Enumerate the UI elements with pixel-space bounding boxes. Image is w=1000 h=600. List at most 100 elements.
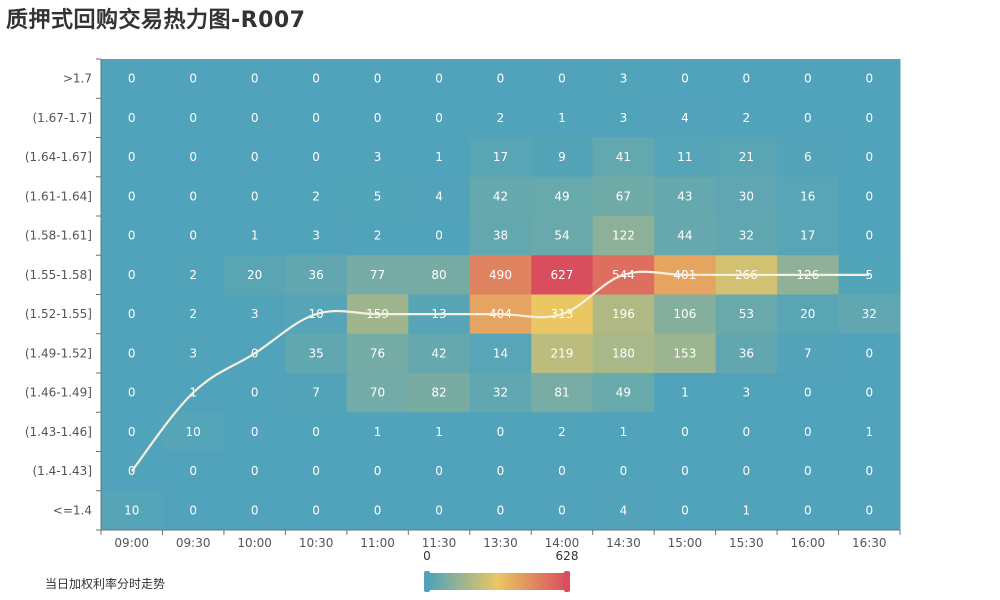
heatmap-cell[interactable] (715, 490, 778, 531)
heatmap-cell[interactable] (162, 451, 225, 492)
heatmap-cell[interactable] (346, 98, 409, 138)
heatmap-cell[interactable] (715, 176, 778, 217)
heatmap-cell[interactable] (838, 490, 901, 531)
heatmap-cell[interactable] (654, 333, 717, 374)
heatmap-cell[interactable] (715, 59, 778, 99)
heatmap-cell[interactable] (162, 98, 225, 138)
heatmap-cell[interactable] (285, 373, 348, 413)
heatmap-cell[interactable] (592, 294, 655, 335)
heatmap-cell[interactable] (592, 412, 655, 452)
heatmap-cell[interactable] (469, 490, 532, 531)
heatmap-cell[interactable] (223, 98, 286, 138)
heatmap-cell[interactable] (346, 451, 409, 492)
visual-map-bar[interactable] (428, 573, 567, 590)
heatmap-cell[interactable] (654, 373, 717, 413)
heatmap-cell[interactable] (469, 98, 532, 138)
heatmap-cell[interactable] (592, 59, 655, 99)
heatmap-cell[interactable] (715, 412, 778, 452)
heatmap-cell[interactable] (777, 333, 840, 374)
heatmap-cell[interactable] (592, 373, 655, 413)
heatmap-cell[interactable] (715, 373, 778, 413)
heatmap-cell[interactable] (838, 412, 901, 452)
heatmap-cell[interactable] (223, 176, 286, 217)
heatmap-cell[interactable] (715, 333, 778, 374)
heatmap-cell[interactable] (285, 490, 348, 531)
heatmap-cell[interactable] (531, 176, 594, 217)
heatmap-cell[interactable] (715, 294, 778, 335)
trend-line[interactable] (130, 270, 870, 472)
heatmap-cell[interactable] (654, 176, 717, 217)
heatmap-cell[interactable] (346, 137, 409, 178)
heatmap-cell[interactable] (838, 373, 901, 413)
heatmap-cell[interactable] (223, 137, 286, 178)
legend[interactable]: 当日加权利率分时走势 (45, 576, 165, 591)
heatmap-cell[interactable] (715, 216, 778, 256)
heatmap-cell[interactable] (101, 490, 163, 531)
heatmap-cell[interactable] (162, 216, 225, 256)
heatmap-cell[interactable] (101, 216, 163, 256)
heatmap-cell[interactable] (162, 176, 225, 217)
heatmap-cell[interactable] (285, 216, 348, 256)
heatmap-cell[interactable] (838, 451, 901, 492)
heatmap-cell[interactable] (777, 98, 840, 138)
heatmap-cell[interactable] (101, 98, 163, 138)
heatmap-cell[interactable] (101, 255, 163, 295)
heatmap-cell[interactable] (654, 59, 717, 99)
heatmap-cell[interactable] (777, 59, 840, 99)
heatmap-cell[interactable] (346, 333, 409, 374)
heatmap-cell[interactable] (285, 333, 348, 374)
heatmap-cell[interactable] (469, 412, 532, 452)
heatmap-cell[interactable] (531, 333, 594, 374)
visual-map[interactable]: 0 628 (423, 549, 578, 592)
heatmap-cell[interactable] (408, 412, 471, 452)
heatmap-cell[interactable] (162, 294, 225, 335)
heatmap-cell[interactable] (531, 137, 594, 178)
heatmap-cell[interactable] (162, 255, 225, 295)
heatmap-cell[interactable] (531, 98, 594, 138)
heatmap-cell[interactable] (469, 176, 532, 217)
heatmap-cell[interactable] (223, 255, 286, 295)
heatmap-cell[interactable] (592, 216, 655, 256)
heatmap-cell[interactable] (469, 59, 532, 99)
heatmap-cell[interactable] (285, 176, 348, 217)
heatmap-cell[interactable] (531, 255, 594, 295)
heatmap-cell[interactable] (408, 137, 471, 178)
heatmap-cell[interactable] (838, 216, 901, 256)
heatmap-cell[interactable] (285, 137, 348, 178)
heatmap-cell[interactable] (346, 373, 409, 413)
heatmap-cell[interactable] (777, 490, 840, 531)
heatmap-cell[interactable] (408, 98, 471, 138)
heatmap-cell[interactable] (777, 451, 840, 492)
heatmap-cell[interactable] (346, 490, 409, 531)
heatmap-cell[interactable] (408, 59, 471, 99)
visual-map-max-handle[interactable] (564, 571, 570, 592)
heatmap-cell[interactable] (531, 490, 594, 531)
heatmap-cell[interactable] (715, 451, 778, 492)
heatmap-cell[interactable] (101, 333, 163, 374)
heatmap-cell[interactable] (592, 490, 655, 531)
heatmap-cell[interactable] (223, 216, 286, 256)
heatmap-cell[interactable] (101, 137, 163, 178)
heatmap-cell[interactable] (469, 373, 532, 413)
heatmap-cell[interactable] (592, 176, 655, 217)
heatmap-cell[interactable] (531, 412, 594, 452)
heatmap-cell[interactable] (777, 294, 840, 335)
heatmap-cell[interactable] (777, 216, 840, 256)
heatmap-cell[interactable] (838, 176, 901, 217)
heatmap-cell[interactable] (101, 176, 163, 217)
heatmap-cell[interactable] (592, 451, 655, 492)
heatmap-cell[interactable] (285, 59, 348, 99)
heatmap-cell[interactable] (162, 137, 225, 178)
heatmap-cell[interactable] (469, 451, 532, 492)
heatmap-cell[interactable] (101, 373, 163, 413)
heatmap-cell[interactable] (223, 451, 286, 492)
heatmap-cell[interactable] (101, 59, 163, 99)
heatmap-cell[interactable] (469, 137, 532, 178)
heatmap-cell[interactable] (469, 333, 532, 374)
heatmap-cell[interactable] (838, 137, 901, 178)
heatmap-cell[interactable] (408, 333, 471, 374)
visual-map-min-handle[interactable] (424, 571, 430, 592)
heatmap-cell[interactable] (285, 98, 348, 138)
heatmap-cell[interactable] (838, 294, 901, 335)
heatmap-cell[interactable] (285, 412, 348, 452)
